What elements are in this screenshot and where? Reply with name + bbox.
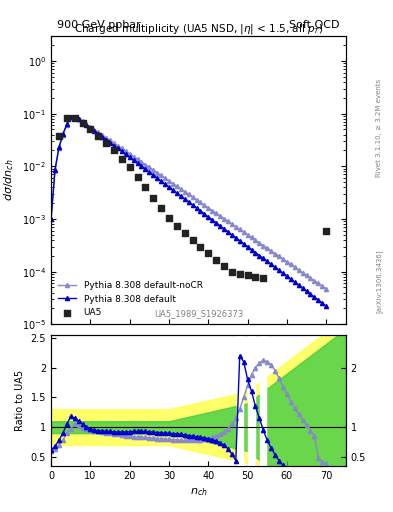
Text: Rivet 3.1.10, ≥ 3.2M events: Rivet 3.1.10, ≥ 3.2M events [376,79,382,177]
Pythia 8.308 default-noCR [312,278,317,284]
UA5 [244,271,251,280]
Text: [arXiv:1306.3436]: [arXiv:1306.3436] [376,250,383,313]
X-axis label: $n_{ch}$: $n_{ch}$ [189,486,208,498]
UA5 [134,173,141,181]
UA5 [260,274,266,282]
UA5 [127,163,133,172]
Pythia 8.308 default [312,294,317,300]
Pythia 8.308 default-noCR [324,286,329,292]
Pythia 8.308 default-noCR [131,154,136,160]
Text: Soft QCD: Soft QCD [290,20,340,30]
Pythia 8.308 default-noCR [218,213,222,219]
Pythia 8.308 default [218,223,222,229]
UA5 [229,268,235,276]
Text: UA5_1989_S1926373: UA5_1989_S1926373 [154,310,243,318]
Pythia 8.308 default-noCR [57,145,61,151]
Pythia 8.308 default [261,255,266,262]
UA5 [174,222,180,230]
Pythia 8.308 default-noCR [68,114,73,120]
UA5 [87,125,94,134]
UA5 [150,194,156,202]
Pythia 8.308 default [324,303,329,309]
Text: 900 GeV ppbar: 900 GeV ppbar [57,20,141,30]
Pythia 8.308 default-noCR [261,243,266,249]
Bar [248,335,255,466]
UA5 [103,139,109,147]
Pythia 8.308 default [186,199,191,205]
Title: Charged multiplicity (UA5 NSD, $|\eta|$ < 1.5, all $p_T$): Charged multiplicity (UA5 NSD, $|\eta|$ … [73,22,323,36]
UA5 [197,242,204,250]
Legend: Pythia 8.308 default-noCR, Pythia 8.308 default, UA5: Pythia 8.308 default-noCR, Pythia 8.308 … [55,279,205,320]
UA5 [252,273,259,281]
UA5 [72,114,78,122]
Y-axis label: Ratio to UA5: Ratio to UA5 [15,370,25,431]
UA5 [79,119,86,127]
Pythia 8.308 default-noCR [49,216,53,222]
Pythia 8.308 default-noCR [186,191,191,198]
UA5 [56,132,62,140]
UA5 [95,132,101,140]
UA5 [213,255,219,264]
UA5 [64,114,70,122]
Bar [260,335,266,466]
UA5 [189,236,196,244]
Line: Pythia 8.308 default-noCR: Pythia 8.308 default-noCR [49,115,328,291]
UA5 [205,248,211,257]
UA5 [182,228,188,237]
Bar [237,335,243,466]
Y-axis label: $d\sigma/dn_{ch}$: $d\sigma/dn_{ch}$ [3,159,17,201]
UA5 [221,262,227,270]
Pythia 8.308 default [68,114,73,120]
UA5 [166,214,172,222]
Pythia 8.308 default [49,216,53,222]
Line: Pythia 8.308 default: Pythia 8.308 default [49,115,328,308]
UA5 [111,146,117,155]
Pythia 8.308 default [57,144,61,151]
Pythia 8.308 default [131,157,136,163]
UA5 [237,270,243,278]
UA5 [158,204,164,212]
UA5 [119,155,125,163]
UA5 [142,183,149,191]
UA5 [323,227,329,235]
